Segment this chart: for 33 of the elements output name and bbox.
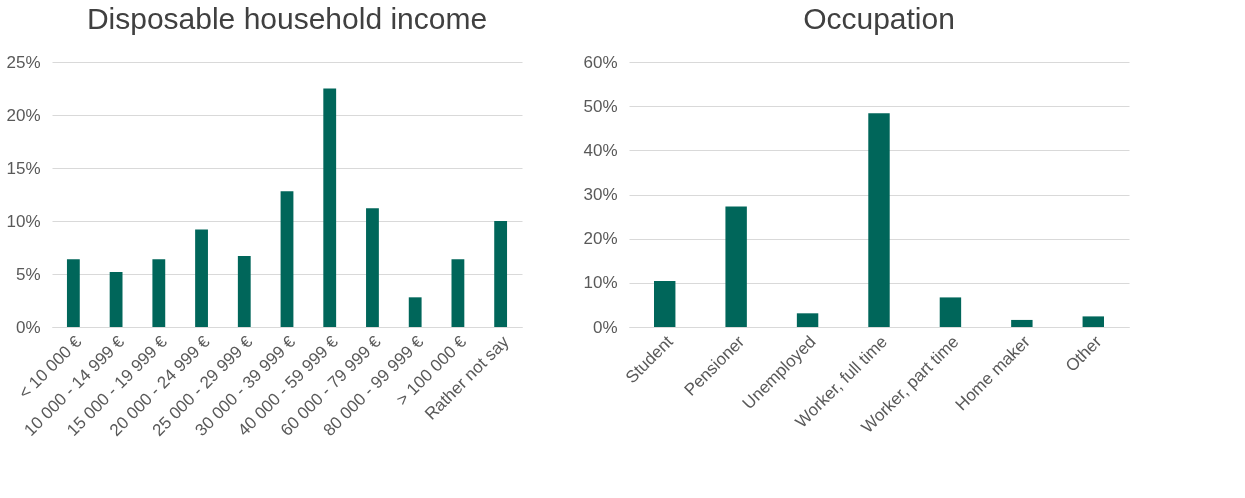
- y-tick-label: 20%: [6, 105, 41, 125]
- bar: [152, 259, 166, 327]
- y-tick-label: 20%: [583, 229, 618, 249]
- bar: [451, 259, 465, 327]
- chart-title: Occupation: [803, 2, 955, 35]
- bar: [939, 297, 962, 327]
- y-tick-label: 60%: [583, 52, 618, 72]
- chart-title: Disposable household income: [86, 2, 488, 35]
- y-tick-label: 30%: [583, 185, 618, 204]
- bar: [366, 208, 379, 327]
- bar: [494, 221, 508, 327]
- y-tick-label: 40%: [583, 140, 618, 160]
- bar: [109, 271, 123, 327]
- bar: [195, 229, 208, 327]
- bar: [66, 259, 80, 327]
- bar: [725, 206, 747, 327]
- bar: [1011, 319, 1033, 327]
- bar: [280, 191, 294, 327]
- bar: [1082, 316, 1104, 327]
- y-tick-label: 0%: [592, 317, 618, 337]
- y-tick-label: 50%: [583, 96, 618, 116]
- y-tick-label: 25%: [6, 52, 41, 72]
- bar: [868, 113, 890, 327]
- y-tick-label: 5%: [15, 264, 41, 284]
- bar: [323, 88, 337, 327]
- y-tick-label: 15%: [6, 158, 41, 178]
- bar: [654, 281, 676, 327]
- y-tick-label: 0%: [15, 317, 41, 337]
- bar: [237, 255, 251, 327]
- y-tick-label: 10%: [583, 273, 618, 293]
- y-tick-label: 10%: [6, 211, 41, 231]
- bar: [796, 313, 819, 327]
- bar: [408, 297, 422, 327]
